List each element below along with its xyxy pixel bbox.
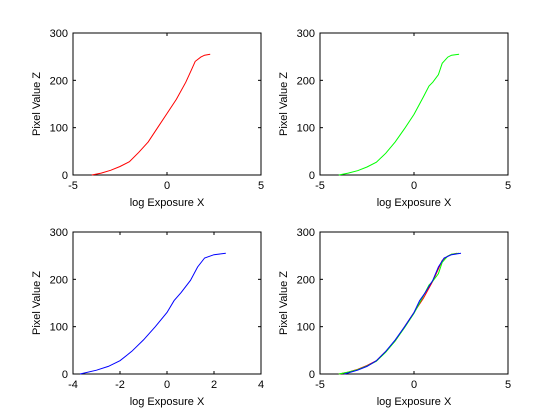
y-axis-label: Pixel Value Z (278, 271, 290, 335)
series-line-1 (79, 252, 226, 375)
y-tick-label: 0 (62, 369, 68, 381)
y-tick-label: 0 (62, 170, 68, 182)
y-axis-label: Pixel Value Z (278, 72, 290, 136)
x-tick-label: -5 (315, 180, 325, 192)
x-axis-label: log Exposure X (130, 396, 205, 408)
y-tick-label: 300 (297, 28, 315, 40)
y-tick-label: 100 (297, 322, 315, 334)
y-axis-label: Pixel Value Z (31, 72, 43, 136)
x-tick-label: 4 (258, 379, 264, 391)
y-tick-label: 0 (309, 170, 315, 182)
x-tick-label: 0 (411, 180, 417, 192)
x-tick-label: 2 (211, 379, 217, 391)
series-line-3 (344, 252, 462, 375)
y-tick-label: 100 (50, 123, 68, 135)
y-tick-label: 200 (50, 274, 68, 286)
x-axis-label: log Exposure X (377, 396, 452, 408)
x-tick-label: 0 (164, 180, 170, 192)
x-tick-label: 5 (258, 180, 264, 192)
x-tick-label: -2 (115, 379, 125, 391)
axes-box (319, 32, 509, 176)
y-tick-label: 300 (50, 28, 68, 40)
y-axis-label: Pixel Value Z (31, 271, 43, 335)
y-tick-label: 0 (309, 369, 315, 381)
y-tick-label: 200 (50, 75, 68, 87)
axes-box (72, 231, 262, 375)
x-axis-label: log Exposure X (377, 197, 452, 209)
series-line-1 (338, 53, 460, 176)
y-tick-label: 300 (297, 227, 315, 239)
x-tick-label: 5 (505, 180, 511, 192)
x-tick-label: 5 (505, 379, 511, 391)
y-tick-label: 300 (50, 227, 68, 239)
x-tick-label: 0 (164, 379, 170, 391)
x-tick-label: -4 (68, 379, 78, 391)
axes-box (72, 32, 262, 176)
x-tick-label: 0 (411, 379, 417, 391)
y-tick-label: 200 (297, 274, 315, 286)
x-tick-label: -5 (68, 180, 78, 192)
subplot-3: -4 -2 0 2 4 0 100 200 300 log Exposure X Pixel Val… (31, 227, 264, 408)
series-line-1 (91, 53, 211, 176)
y-tick-label: 100 (50, 322, 68, 334)
axes-box (319, 231, 509, 375)
y-tick-label: 200 (297, 75, 315, 87)
x-axis-label: log Exposure X (130, 197, 205, 209)
y-tick-label: 100 (297, 123, 315, 135)
x-tick-label: -5 (315, 379, 325, 391)
